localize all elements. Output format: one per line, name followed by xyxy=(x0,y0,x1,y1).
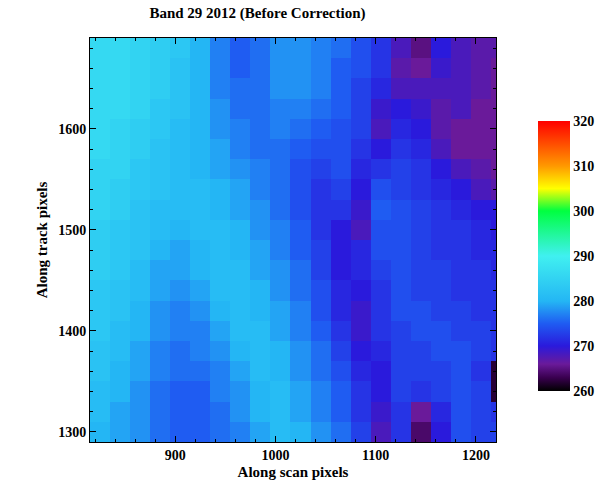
svg-text:1200: 1200 xyxy=(462,448,490,463)
svg-text:260: 260 xyxy=(573,384,594,399)
svg-text:270: 270 xyxy=(573,339,594,354)
svg-text:Along scan pixels: Along scan pixels xyxy=(238,464,349,480)
svg-text:1300: 1300 xyxy=(58,425,86,440)
svg-text:280: 280 xyxy=(573,294,594,309)
svg-text:1600: 1600 xyxy=(58,122,86,137)
svg-text:310: 310 xyxy=(573,159,594,174)
svg-text:900: 900 xyxy=(165,448,186,463)
svg-text:Along track pixels: Along track pixels xyxy=(34,182,50,299)
svg-text:1500: 1500 xyxy=(58,223,86,238)
svg-text:320: 320 xyxy=(573,114,594,129)
svg-text:1000: 1000 xyxy=(261,448,289,463)
svg-text:300: 300 xyxy=(573,204,594,219)
svg-text:1100: 1100 xyxy=(362,448,389,463)
svg-text:290: 290 xyxy=(573,249,594,264)
svg-text:1400: 1400 xyxy=(58,324,86,339)
svg-text:Band 29 2012 (Before Correctio: Band 29 2012 (Before Correction) xyxy=(149,5,365,22)
